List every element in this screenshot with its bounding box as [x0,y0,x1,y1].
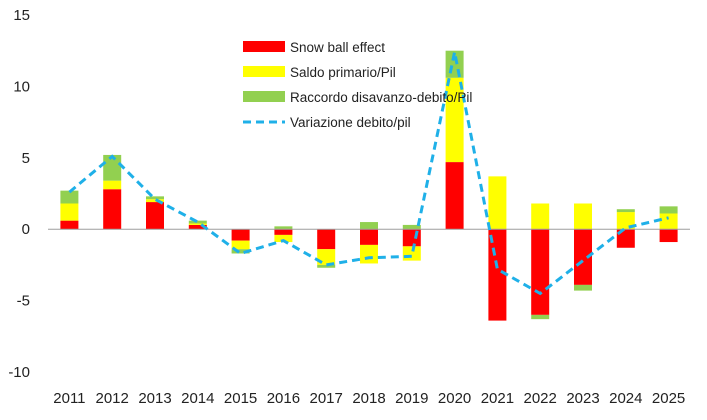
x-axis-labels: 2011 2012 2013 2014 2015 2016 2017 2018 2019 2020… [53,390,685,407]
bar-raccordo-disavanzo-debito-pil-2018 [360,222,378,230]
bar-saldo-primario-pil-2014 [188,223,207,225]
bar-saldo-primario-pil-2013 [146,199,164,203]
x-tick-label: 2025 [652,390,685,407]
bar-saldo-primario-pil-2015 [231,240,250,250]
bar-snow-ball-effect-2016 [274,229,293,235]
bar-raccordo-disavanzo-debito-pil-2023 [574,284,592,291]
legend-label-raccordo-disavanzo-debito-pil: Raccordo disavanzo-debito/Pil [290,90,472,105]
bar-snow-ball-effect-2022 [531,229,550,315]
bar-saldo-primario-pil-2023 [574,203,592,230]
x-tick-label: 2020 [438,390,471,407]
y-tick-label: 0 [22,221,30,238]
bar-saldo-primario-pil-2011 [60,203,79,221]
bar-saldo-primario-pil-2024 [616,212,635,230]
legend-swatch-raccordo-disavanzo-debito-pil [243,91,285,102]
bar-snow-ball-effect-2017 [317,229,336,250]
bar-snow-ball-effect-2011 [60,220,79,230]
bar-raccordo-disavanzo-debito-pil-2013 [146,196,164,200]
bar-saldo-primario-pil-2022 [531,203,550,230]
legend-swatch-snow-ball-effect [243,41,285,52]
bar-snow-ball-effect-2012 [103,189,122,230]
x-tick-label: 2011 [53,390,85,407]
bar-saldo-primario-pil-2012 [103,180,122,190]
y-tick-label: 10 [13,78,30,95]
bar-raccordo-disavanzo-debito-pil-2019 [402,224,421,230]
bar-saldo-primario-pil-2025 [659,213,678,230]
legend: Snow ball effect Saldo primario/Pil Raccor… [243,40,472,130]
legend-label-saldo-primario-pil: Saldo primario/Pil [290,65,396,80]
x-tick-label: 2022 [524,390,557,407]
bar-raccordo-disavanzo-debito-pil-2017 [317,264,336,268]
x-tick-label: 2018 [352,390,385,407]
bar-snow-ball-effect-2025 [659,229,678,243]
bar-raccordo-disavanzo-debito-pil-2012 [103,154,122,181]
x-tick-label: 2012 [96,390,129,407]
y-axis: -10 -5 0 5 10 15 [8,7,30,381]
bar-saldo-primario-pil-2021 [488,176,507,230]
y-tick-label: -5 [17,293,30,310]
x-tick-label: 2014 [181,390,214,407]
legend-label-variazione-debito-pil: Variazione debito/pil [290,115,411,130]
bar-snow-ball-effect-2018 [360,229,378,245]
x-tick-label: 2015 [224,390,257,407]
bar-snow-ball-effect-2014 [188,224,207,230]
legend-swatch-saldo-primario-pil [243,66,285,77]
x-tick-label: 2016 [267,390,300,407]
x-tick-label: 2024 [609,390,642,407]
bar-raccordo-disavanzo-debito-pil-2022 [531,314,550,320]
bar-saldo-primario-pil-2019 [402,246,421,261]
x-tick-label: 2019 [395,390,428,407]
bar-snow-ball-effect-2013 [146,202,164,230]
x-tick-label: 2023 [566,390,599,407]
legend-label-snow-ball-effect: Snow ball effect [290,40,385,55]
bar-snow-ball-effect-2023 [574,229,592,285]
bar-raccordo-disavanzo-debito-pil-2024 [616,209,635,213]
bar-raccordo-disavanzo-debito-pil-2011 [60,190,79,204]
bar-saldo-primario-pil-2020 [445,77,464,163]
line-series-variazione [68,51,669,296]
bar-snow-ball-effect-2020 [445,162,464,230]
bar-snow-ball-effect-2024 [616,229,635,248]
bar-saldo-primario-pil-2018 [360,244,378,264]
x-tick-label: 2021 [481,390,514,407]
bar-raccordo-disavanzo-debito-pil-2016 [274,226,293,230]
bar-snow-ball-effect-2015 [231,229,250,241]
bar-raccordo-disavanzo-debito-pil-2015 [231,249,250,254]
y-tick-label: -10 [8,364,30,381]
x-tick-label: 2017 [310,390,343,407]
bar-saldo-primario-pil-2016 [274,234,293,243]
x-tick-label: 2013 [138,390,171,407]
y-tick-label: 15 [13,7,30,24]
bar-raccordo-disavanzo-debito-pil-2025 [659,206,678,214]
y-tick-label: 5 [22,150,30,167]
bar-raccordo-disavanzo-debito-pil-2014 [188,220,207,224]
